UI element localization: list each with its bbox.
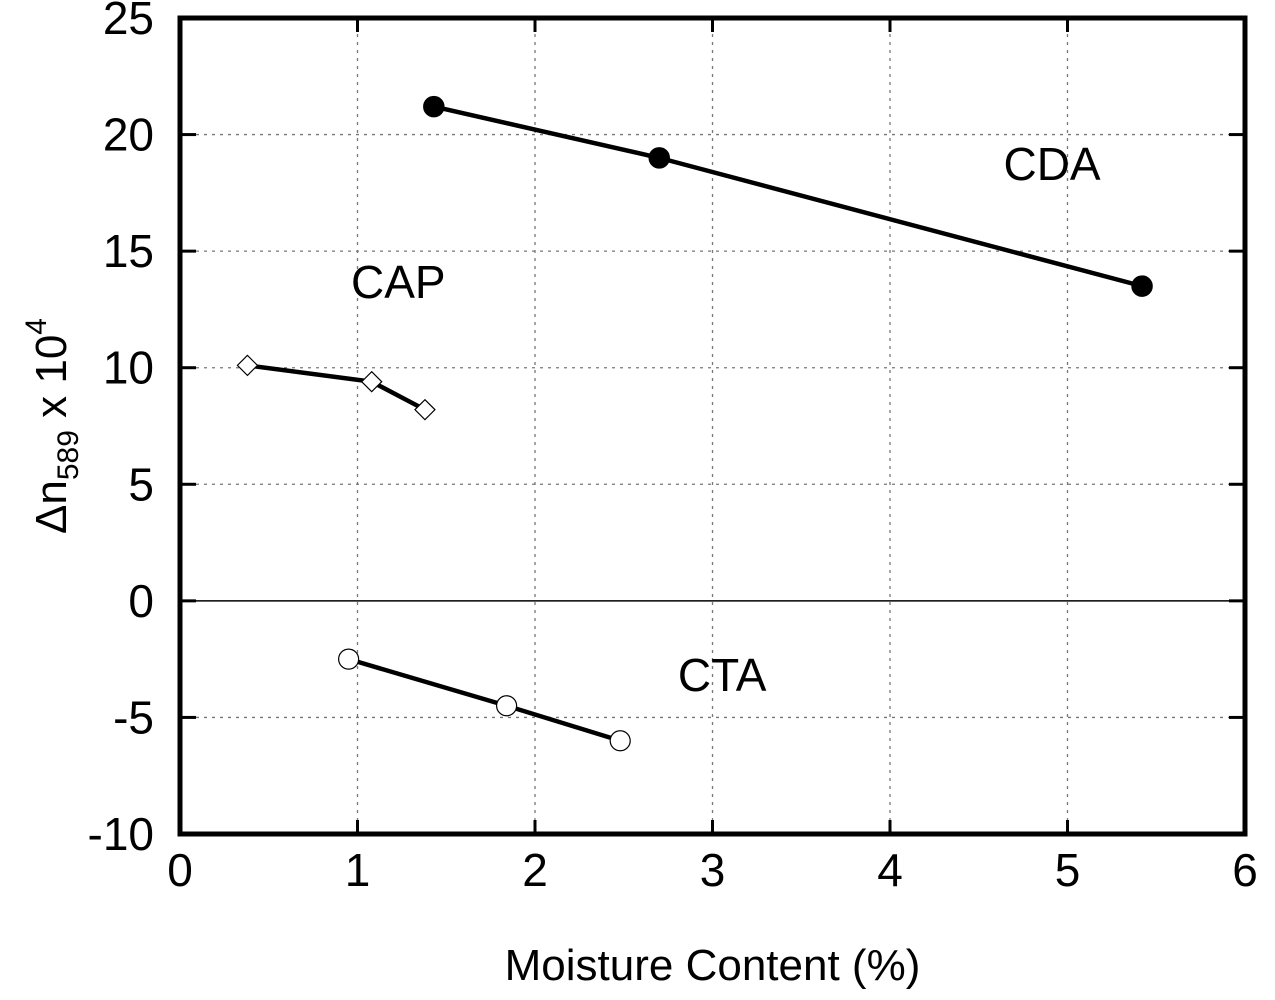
- data-point-cda: [423, 95, 445, 118]
- y-tick-label: 10: [103, 342, 154, 394]
- data-point-cta: [338, 648, 360, 670]
- data-point-cap: [236, 354, 259, 377]
- x-tick-label: 3: [700, 844, 726, 896]
- y-tick-label: 15: [103, 225, 154, 277]
- data-point-cap: [360, 370, 383, 393]
- y-axis-title-subscript: 589: [52, 430, 85, 480]
- ticks-layer: [178, 16, 1247, 836]
- y-tick-label: 20: [103, 109, 154, 161]
- data-point-cap: [414, 398, 436, 421]
- y-tick-label: -10: [88, 808, 154, 860]
- x-tick-label: 4: [877, 844, 903, 896]
- y-axis-title: Δn589 x 104: [20, 318, 85, 534]
- tick-labels-layer: 0 1 2 3 4 5 6 -10 -5 0 5 10 15 20 25: [88, 0, 1258, 896]
- data-point-cta: [496, 695, 518, 717]
- x-tick-label: 1: [345, 844, 371, 896]
- data-point-cda: [1131, 275, 1153, 297]
- series-labels-layer: CDA CAP CTA: [351, 138, 1101, 701]
- series-label-cta: CTA: [678, 649, 767, 701]
- x-axis-title: Moisture Content (%): [505, 941, 921, 990]
- grid-layer: [180, 18, 1245, 834]
- y-axis-title-multiplier: x 10: [27, 335, 76, 430]
- series-label-cda: CDA: [1003, 138, 1100, 190]
- series-label-cap: CAP: [351, 256, 446, 308]
- data-point-cta: [609, 730, 631, 752]
- x-tick-label: 0: [167, 844, 193, 896]
- y-tick-label: -5: [113, 691, 154, 743]
- x-tick-label: 2: [522, 844, 548, 896]
- series-line-cap: [247, 363, 426, 412]
- y-tick-label: 5: [128, 458, 154, 510]
- y-axis-title-exponent: 4: [20, 318, 53, 335]
- x-tick-label: 6: [1232, 844, 1258, 896]
- series-line-cta: [347, 656, 621, 743]
- series-line-cda: [433, 104, 1143, 289]
- data-point-cda: [648, 147, 670, 169]
- y-axis-title-main: Δn: [27, 480, 76, 534]
- y-tick-label: 0: [128, 575, 154, 627]
- x-tick-label: 5: [1055, 844, 1081, 896]
- y-tick-label: 25: [103, 0, 154, 44]
- series-layer: [236, 95, 1153, 752]
